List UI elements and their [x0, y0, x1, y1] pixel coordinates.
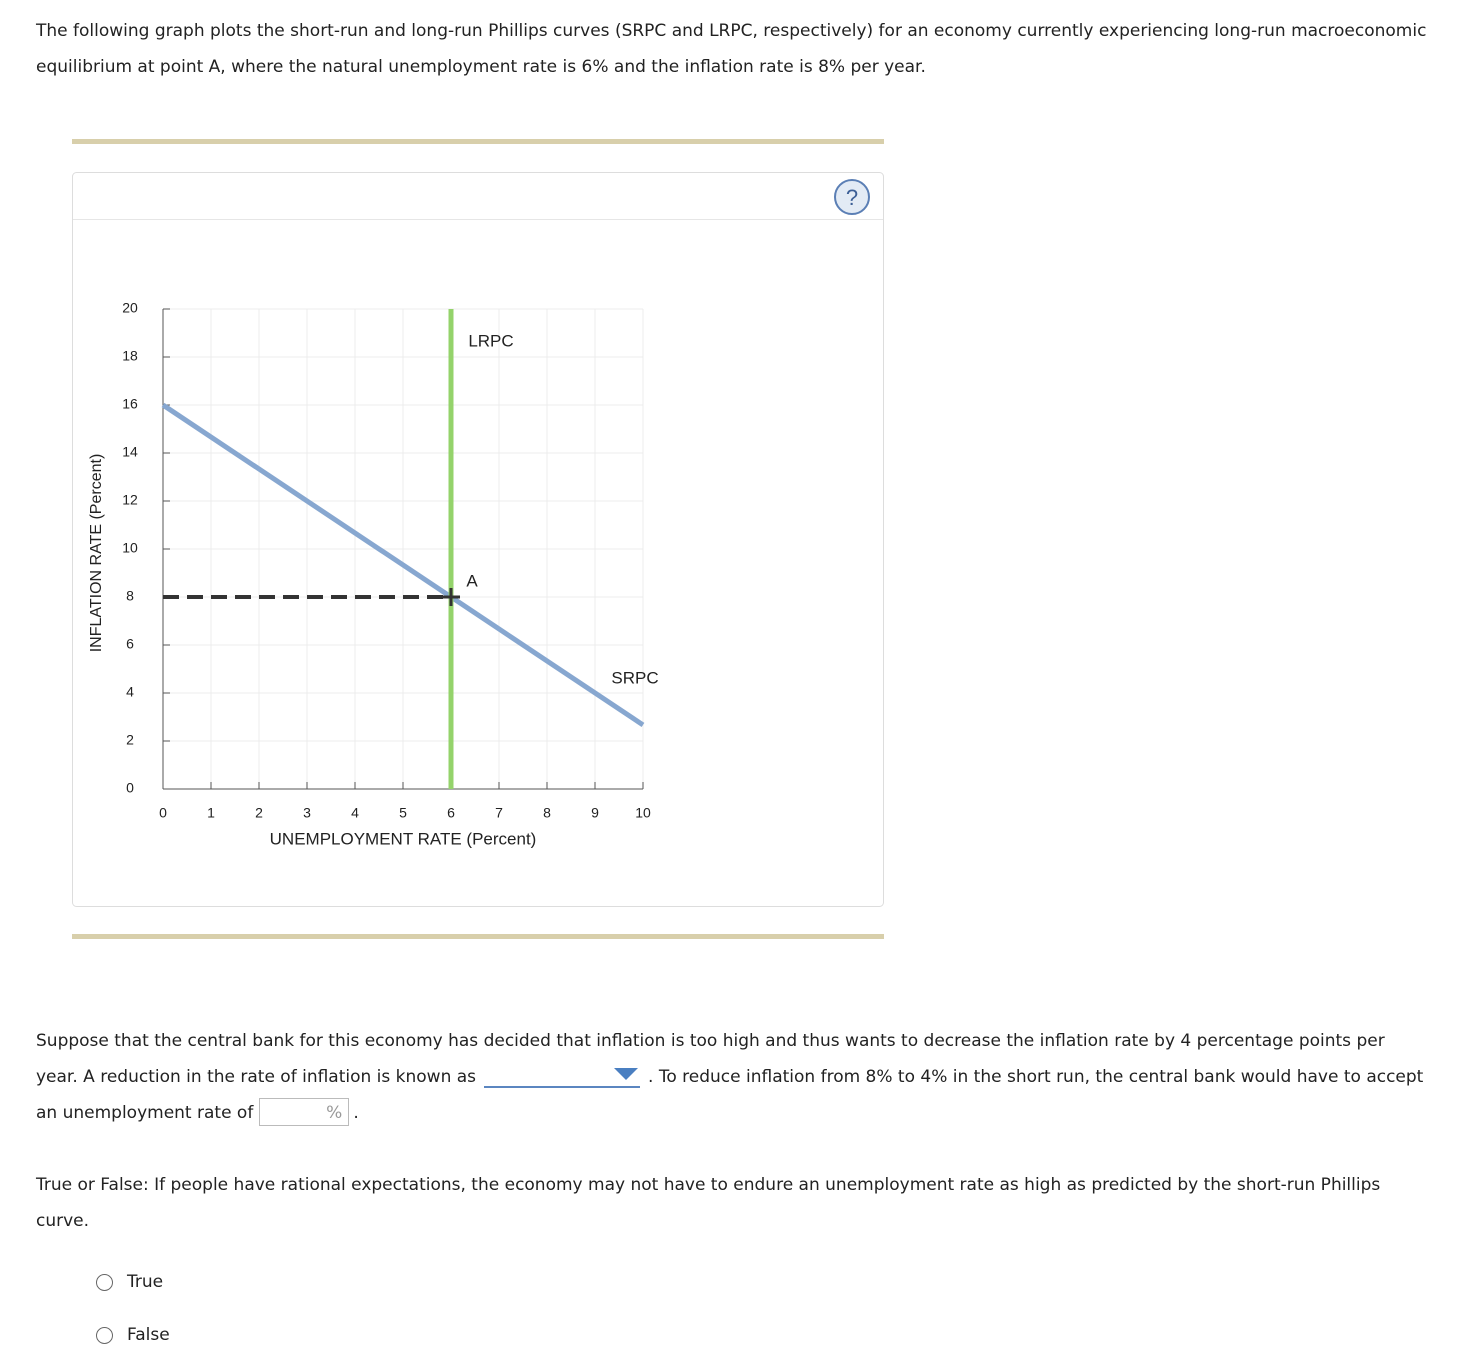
- y-tick-label: 10: [122, 540, 138, 556]
- x-tick-label: 10: [635, 805, 651, 821]
- answer-dropdown[interactable]: [484, 1062, 641, 1088]
- panel-bar: [72, 934, 884, 939]
- graph-panel: [72, 172, 884, 907]
- intro-text: The following graph plots the short-run …: [36, 21, 1427, 77]
- x-axis-label: UNEMPLOYMENT RATE (Percent): [270, 829, 537, 848]
- y-tick-label: 20: [122, 300, 138, 316]
- question-text-after: . To reduce inflation from 8% to 4% in t…: [36, 1067, 1424, 1123]
- x-tick-label: 5: [399, 805, 407, 821]
- input-unit: %: [326, 1103, 343, 1123]
- x-tick-label: 8: [543, 805, 551, 821]
- y-tick-label: 14: [122, 444, 138, 460]
- x-tick-label: 3: [303, 805, 311, 821]
- y-tick-label: 12: [122, 492, 138, 508]
- question-text: Suppose that the central bank for this e…: [36, 1023, 1428, 1131]
- y-tick-label: 6: [126, 636, 134, 652]
- curve-label: LRPC: [468, 331, 513, 350]
- help-icon[interactable]: ?: [846, 185, 858, 210]
- x-tick-label: 2: [255, 805, 263, 821]
- true-false-question: True or False: If people have rational e…: [36, 1175, 1381, 1231]
- question-text-before: Suppose that the central bank for this e…: [36, 1031, 1385, 1087]
- y-tick-label: 0: [126, 780, 134, 796]
- x-tick-label: 9: [591, 805, 599, 821]
- x-tick-label: 7: [495, 805, 503, 821]
- y-tick-label: 18: [122, 348, 138, 364]
- question-end: .: [353, 1103, 359, 1123]
- curve-label: SRPC: [611, 668, 658, 687]
- unemployment-input[interactable]: %: [259, 1098, 350, 1126]
- curve: [161, 402, 645, 728]
- y-axis-label: INFLATION RATE (Percent): [88, 454, 105, 653]
- y-tick-label: 2: [126, 732, 134, 748]
- dropdown-arrow: [614, 1068, 639, 1080]
- option-label: True: [127, 1272, 164, 1292]
- panel-bar: [72, 139, 884, 144]
- y-tick-label: 16: [122, 396, 138, 412]
- x-tick-label: 0: [159, 805, 167, 821]
- radio-button[interactable]: [96, 1273, 113, 1291]
- option-false[interactable]: False: [96, 1325, 170, 1345]
- point-marker: [442, 588, 460, 606]
- x-tick-label: 1: [207, 805, 215, 821]
- chart: ? INFLATION RATE (Percent) UNEMPLOYMENT …: [72, 172, 884, 907]
- y-tick-label: 4: [126, 684, 134, 700]
- option-true[interactable]: True: [96, 1272, 163, 1292]
- option-label: False: [127, 1325, 170, 1345]
- radio-button[interactable]: [96, 1326, 113, 1344]
- point-label: A: [466, 571, 478, 590]
- x-tick-label: 4: [351, 805, 359, 821]
- y-tick-label: 8: [126, 588, 134, 604]
- x-tick-label: 6: [447, 805, 455, 821]
- help-button[interactable]: [834, 179, 870, 215]
